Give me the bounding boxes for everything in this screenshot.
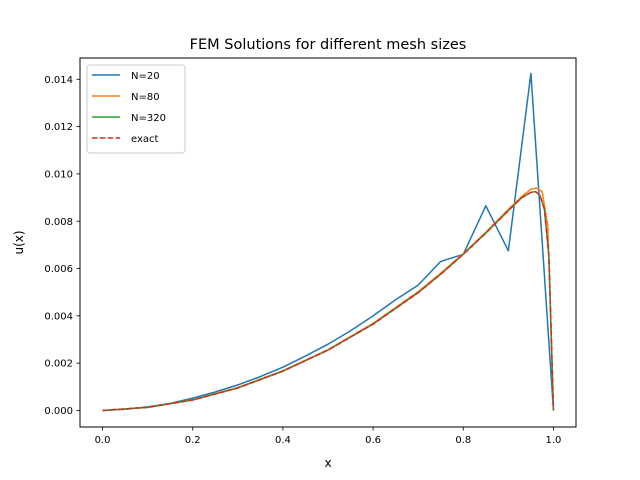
legend-label-2: N=320 <box>131 113 166 124</box>
plot-frame <box>79 57 577 428</box>
x-tick-label: 1.0 <box>546 435 562 446</box>
y-tick-label: 0.006 <box>44 264 73 275</box>
y-tick-label: 0.000 <box>44 406 73 417</box>
y-tick-label: 0.012 <box>44 122 73 133</box>
y-axis-ticks: 0.000 0.002 0.004 0.006 0.008 0.010 0.012 0.014 <box>44 75 80 417</box>
plot-lines <box>102 72 555 412</box>
legend-label-1: N=80 <box>131 92 160 103</box>
x-tick-label: 0.8 <box>455 435 471 446</box>
chart-title: FEM Solutions for different mesh sizes <box>190 37 467 53</box>
legend-box <box>86 64 186 154</box>
x-axis-label: x <box>324 456 331 470</box>
y-tick-label: 0.008 <box>44 217 73 228</box>
x-axis-ticks: 0.0 0.2 0.4 0.6 0.8 1.0 <box>95 427 562 446</box>
y-axis-label: u(x) <box>12 230 26 254</box>
y-tick-label: 0.014 <box>44 75 73 86</box>
legend-label-0: N=20 <box>131 71 160 82</box>
series-line-3 <box>102 190 555 412</box>
x-tick-label: 0.4 <box>275 435 291 446</box>
x-tick-label: 0.6 <box>365 435 381 446</box>
y-tick-label: 0.010 <box>44 170 73 181</box>
legend-label-3: exact <box>131 134 159 145</box>
x-tick-label: 0.0 <box>95 435 111 446</box>
y-tick-label: 0.004 <box>44 311 73 322</box>
legend: N=20 N=80 N=320 exact <box>86 64 186 154</box>
x-tick-label: 0.2 <box>185 435 201 446</box>
y-tick-label: 0.002 <box>44 359 73 370</box>
